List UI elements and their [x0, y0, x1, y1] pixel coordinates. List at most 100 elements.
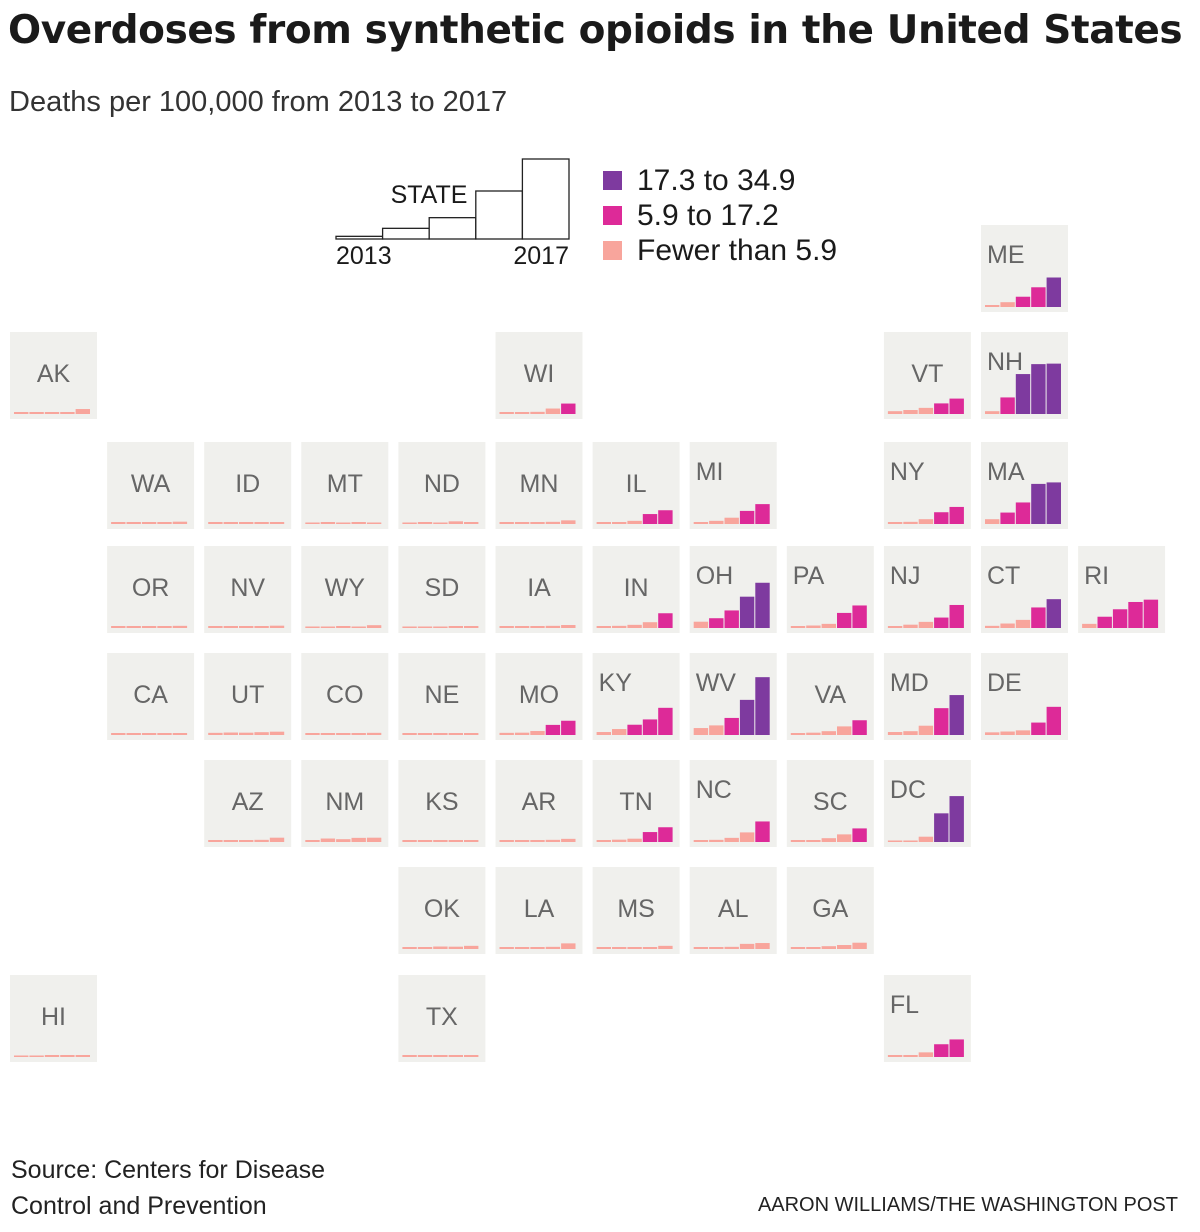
tile-bar — [934, 708, 949, 735]
tile-bar — [499, 412, 514, 414]
legend-swatch — [603, 241, 622, 260]
tile-bar — [739, 832, 755, 842]
tile-bar — [545, 724, 561, 735]
state-tile-me: ME — [981, 225, 1068, 312]
tile-bar — [658, 945, 673, 949]
state-label: ID — [235, 470, 260, 498]
state-tile-tx: TX — [398, 975, 486, 1062]
tile-bar — [1143, 599, 1159, 628]
state-label: AZ — [232, 788, 264, 816]
state-tile-ks: KS — [398, 760, 486, 847]
tile-bar — [1015, 619, 1031, 628]
tile-bar — [433, 946, 448, 949]
tile-bar — [111, 626, 126, 628]
tile-bar — [642, 719, 658, 735]
tile-background — [398, 653, 486, 740]
tile-bar — [433, 626, 448, 628]
state-tile-ak: AK — [10, 332, 97, 419]
key-bar — [428, 217, 477, 240]
tile-bar — [612, 729, 627, 735]
tile-bar — [1046, 482, 1061, 524]
tile-bar — [985, 305, 1000, 307]
state-tile-la: LA — [495, 867, 583, 954]
tile-bar — [351, 522, 366, 524]
tile-bar — [887, 626, 903, 628]
tile-bar — [821, 731, 836, 735]
tile-bar — [1031, 364, 1046, 414]
tile-bar — [837, 726, 852, 735]
tile-bar — [693, 728, 709, 735]
state-label: NJ — [890, 562, 921, 590]
tile-bar — [305, 840, 320, 842]
tile-bar — [642, 947, 658, 949]
tile-bar — [269, 522, 285, 524]
state-tile-wy: WY — [301, 546, 389, 633]
tile-bar — [305, 733, 320, 735]
tile-bar — [1000, 397, 1015, 414]
state-tile-nd: ND — [398, 442, 486, 529]
state-label: TX — [426, 1003, 458, 1031]
tile-bar — [530, 947, 545, 949]
tile-bar — [1112, 609, 1128, 628]
tile-bar — [918, 725, 934, 735]
tile-bar — [806, 625, 821, 628]
tile-bar — [561, 943, 576, 949]
tile-bar — [545, 625, 561, 628]
tile-bar — [239, 732, 254, 735]
tile-bar — [596, 522, 611, 524]
state-label: MO — [519, 681, 559, 709]
tile-bar — [499, 626, 514, 628]
tile-bar — [254, 732, 269, 735]
state-label: RI — [1084, 562, 1109, 590]
tile-bar — [658, 827, 673, 842]
tile-bar — [417, 626, 433, 628]
tile-bar — [642, 514, 658, 524]
tile-bar — [402, 733, 417, 735]
state-label: VA — [815, 681, 847, 709]
tile-bar — [1097, 616, 1112, 628]
state-label: MS — [617, 895, 655, 923]
state-label: NE — [425, 681, 460, 709]
tile-bar — [402, 840, 417, 842]
tile-bar — [949, 604, 964, 628]
state-tile-sc: SC — [786, 760, 874, 847]
state-label: KS — [425, 788, 458, 816]
tile-bar — [627, 520, 642, 524]
state-tile-ri: RI — [1078, 546, 1166, 633]
tile-bar — [918, 519, 934, 524]
tile-bar — [320, 626, 336, 628]
tile-bar — [366, 732, 382, 735]
state-tile-wi: WI — [495, 332, 583, 419]
tile-bar — [821, 838, 836, 842]
tile-bar — [254, 522, 269, 524]
legend-swatch — [603, 206, 622, 225]
state-label: ND — [424, 470, 460, 498]
tile-bar — [141, 626, 157, 628]
tile-background — [495, 760, 583, 847]
state-label: AR — [522, 788, 557, 816]
state-label: DC — [890, 776, 926, 804]
tile-background — [204, 760, 292, 847]
tile-bar — [141, 733, 157, 735]
tile-bar — [254, 839, 269, 842]
state-tile-mo: MO — [495, 653, 583, 740]
tile-bar — [739, 510, 755, 524]
state-tile-tn: TN — [592, 760, 680, 847]
tile-bar — [1000, 731, 1015, 735]
state-label: OK — [424, 895, 460, 923]
tile-bar — [448, 946, 463, 949]
state-label: OR — [132, 574, 170, 602]
tile-bar — [402, 626, 417, 628]
tile-background — [301, 653, 389, 740]
tile-bar — [755, 943, 770, 949]
tile-background — [495, 442, 583, 529]
key-bar — [381, 227, 430, 240]
state-tile-nc: NC — [689, 760, 777, 847]
tile-bar — [709, 520, 724, 524]
tile-bar — [658, 510, 673, 524]
tile-bar — [172, 625, 188, 628]
state-tile-az: AZ — [204, 760, 292, 847]
state-label: MI — [696, 458, 724, 486]
tile-bar — [14, 1055, 29, 1057]
tile-background — [107, 653, 195, 740]
